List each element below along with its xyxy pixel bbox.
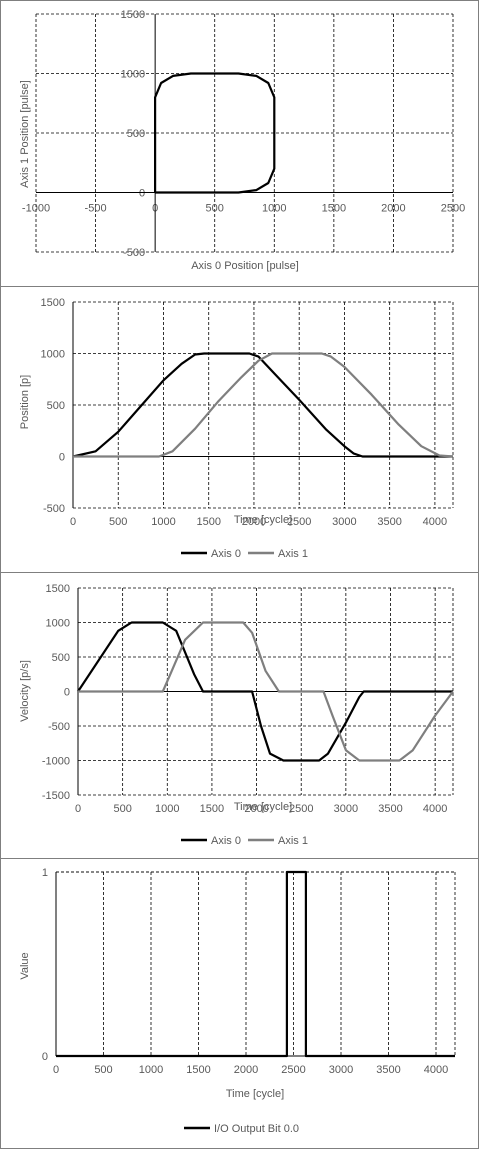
legend: I/O Output Bit 0.0 xyxy=(184,1123,299,1135)
y-tick-label: 1000 xyxy=(121,69,145,81)
y-tick-label: 1 xyxy=(42,867,48,879)
legend-label-axis-1: Axis 1 xyxy=(278,835,308,847)
position-chart: Time [cycle] Position [p] Axis 0 Axis 1 … xyxy=(0,286,479,573)
x-tick-label: 2000 xyxy=(234,1064,258,1076)
x-tick-label: 4000 xyxy=(424,1064,448,1076)
x-tick-label: 4000 xyxy=(423,516,447,528)
series-line-0 xyxy=(77,621,453,762)
series-line-1 xyxy=(73,352,454,458)
x-tick-label: 2500 xyxy=(441,203,465,215)
x-tick-label: 3500 xyxy=(378,803,402,815)
x-tick-label: 1500 xyxy=(200,803,224,815)
x-tick-label: 1000 xyxy=(155,803,179,815)
x-tick-label: 500 xyxy=(109,516,127,528)
y-tick-label: -1000 xyxy=(42,756,70,768)
y-tick-label: 0 xyxy=(42,1051,48,1063)
x-tick-label: 2500 xyxy=(287,516,311,528)
legend: Axis 0 Axis 1 xyxy=(181,835,308,847)
x-tick-label: 3000 xyxy=(332,516,356,528)
io-output-plot: Time [cycle] Value I/O Output Bit 0.0 0 5… xyxy=(19,867,456,1135)
y-tick-label: 1500 xyxy=(46,583,70,595)
x-tick-label: 2000 xyxy=(242,516,266,528)
legend-label-io-output-bit: I/O Output Bit 0.0 xyxy=(214,1123,299,1135)
y-tick-label: -1500 xyxy=(42,790,70,802)
x-axis-label: Time [cycle] xyxy=(226,1088,284,1100)
y-tick-label: 500 xyxy=(127,128,145,140)
x-tick-label: 2500 xyxy=(289,803,313,815)
position-plot: Time [cycle] Position [p] Axis 0 Axis 1 … xyxy=(19,297,454,560)
series-line-0 xyxy=(56,870,455,1058)
y-tick-label: 1500 xyxy=(121,9,145,21)
x-tick-label: 3000 xyxy=(334,803,358,815)
y-tick-label: 1000 xyxy=(41,349,65,361)
x-tick-label: 1500 xyxy=(196,516,220,528)
y-tick-label: 0 xyxy=(139,188,145,200)
legend-label-axis-1: Axis 1 xyxy=(278,548,308,560)
y-tick-label: -500 xyxy=(48,721,70,733)
series-line-0 xyxy=(154,72,276,194)
x-tick-label: 3500 xyxy=(377,516,401,528)
x-tick-label: -500 xyxy=(85,203,107,215)
io-output-chart: Time [cycle] Value I/O Output Bit 0.0 0 5… xyxy=(0,858,479,1149)
gridlines xyxy=(35,13,454,253)
y-tick-label: -500 xyxy=(43,503,65,515)
x-axis-label: Time [cycle] xyxy=(234,801,292,813)
y-tick-label: 1500 xyxy=(41,297,65,309)
y-axis-label: Axis 1 Position [pulse] xyxy=(19,80,31,188)
x-tick-label: 500 xyxy=(206,203,224,215)
x-axis-label: Time [cycle] xyxy=(234,514,292,526)
x-tick-label: 0 xyxy=(75,803,81,815)
x-tick-label: 0 xyxy=(70,516,76,528)
velocity-chart: Time [cycle] Velocity [p/s] Axis 0 Axis … xyxy=(0,572,479,859)
legend: Axis 0 Axis 1 xyxy=(181,548,308,560)
series-line-0 xyxy=(72,352,453,458)
x-tick-label: 2500 xyxy=(281,1064,305,1076)
x-tick-label: 1000 xyxy=(151,516,175,528)
xy-trajectory-chart: Axis 0 Position [pulse] Axis 1 Position … xyxy=(0,0,479,287)
x-tick-label: 3000 xyxy=(329,1064,353,1076)
y-axis-label: Velocity [p/s] xyxy=(19,660,31,722)
y-tick-label: 0 xyxy=(59,452,65,464)
x-tick-label: 2000 xyxy=(381,203,405,215)
y-tick-label: -500 xyxy=(123,247,145,259)
y-tick-label: 500 xyxy=(47,400,65,412)
y-tick-label: 1000 xyxy=(46,618,70,630)
gridlines xyxy=(55,871,456,1056)
x-tick-label: 3500 xyxy=(376,1064,400,1076)
legend-label-axis-0: Axis 0 xyxy=(211,835,241,847)
x-tick-label: 1500 xyxy=(186,1064,210,1076)
y-tick-label: 500 xyxy=(52,652,70,664)
y-axis-label: Value xyxy=(19,952,31,979)
xy-trajectory-plot: Axis 0 Position [pulse] Axis 1 Position … xyxy=(19,9,465,272)
x-tick-label: 1000 xyxy=(262,203,286,215)
series-line-1 xyxy=(78,621,454,762)
y-tick-label: 0 xyxy=(64,687,70,699)
x-tick-label: 1000 xyxy=(139,1064,163,1076)
velocity-plot: Time [cycle] Velocity [p/s] Axis 0 Axis … xyxy=(19,583,454,847)
legend-label-axis-0: Axis 0 xyxy=(211,548,241,560)
x-tick-label: 1500 xyxy=(322,203,346,215)
x-tick-label: 500 xyxy=(94,1064,112,1076)
gridlines xyxy=(72,301,454,509)
x-tick-label: 500 xyxy=(113,803,131,815)
x-tick-label: 4000 xyxy=(423,803,447,815)
y-axis-label: Position [p] xyxy=(19,375,31,429)
x-tick-label: 2000 xyxy=(244,803,268,815)
x-tick-label: -1000 xyxy=(22,203,50,215)
x-axis-label: Axis 0 Position [pulse] xyxy=(191,260,299,272)
x-tick-label: 0 xyxy=(53,1064,59,1076)
